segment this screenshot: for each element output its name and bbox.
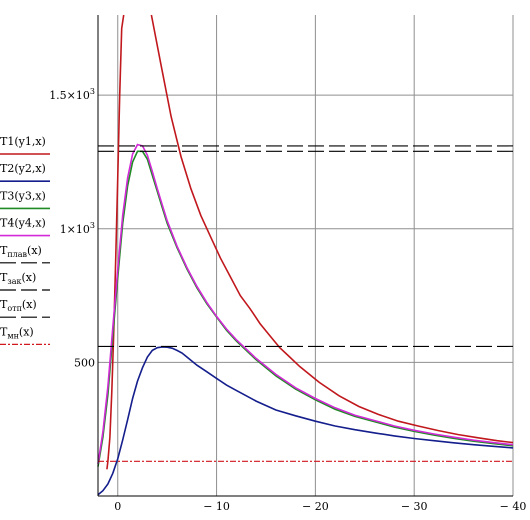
series-line-1 bbox=[106, 14, 514, 470]
y-tick-label: 500 bbox=[74, 356, 95, 369]
legend-label: Tзак(x) bbox=[0, 271, 36, 286]
legend-label: T1(y1,x) bbox=[0, 135, 46, 148]
legend: T1(y1,x) T2(y2,x) T3(y3,x) T4(y4,x) Tплав(x)… bbox=[0, 135, 50, 345]
series-line-4 bbox=[97, 143, 514, 465]
grid-lines bbox=[98, 15, 514, 496]
axes bbox=[97, 15, 513, 497]
y-tick-label: 1.5×103 bbox=[49, 87, 95, 102]
legend-label: Tмн(x) bbox=[0, 325, 34, 340]
x-tick-label: − 30 bbox=[401, 500, 428, 513]
legend-label: T4(y4,x) bbox=[0, 217, 46, 230]
x-tick-labels: 0 − 10 − 20 − 30 − 40 bbox=[114, 500, 526, 513]
legend-label: Tотп(x) bbox=[0, 298, 37, 313]
legend-label: Tплав(x) bbox=[0, 244, 42, 259]
y-tick-label: 1×103 bbox=[60, 221, 95, 236]
series-line-2 bbox=[97, 346, 514, 496]
x-tick-label: − 40 bbox=[500, 500, 527, 513]
x-tick-label: − 20 bbox=[302, 500, 329, 513]
legend-label: T2(y2,x) bbox=[0, 162, 46, 175]
series-lines bbox=[97, 14, 514, 496]
y-tick-labels: 500 1×103 1.5×103 bbox=[49, 87, 95, 369]
legend-label: T3(y3,x) bbox=[0, 189, 46, 202]
x-tick-label: − 10 bbox=[203, 500, 230, 513]
x-tick-label: 0 bbox=[114, 500, 121, 513]
